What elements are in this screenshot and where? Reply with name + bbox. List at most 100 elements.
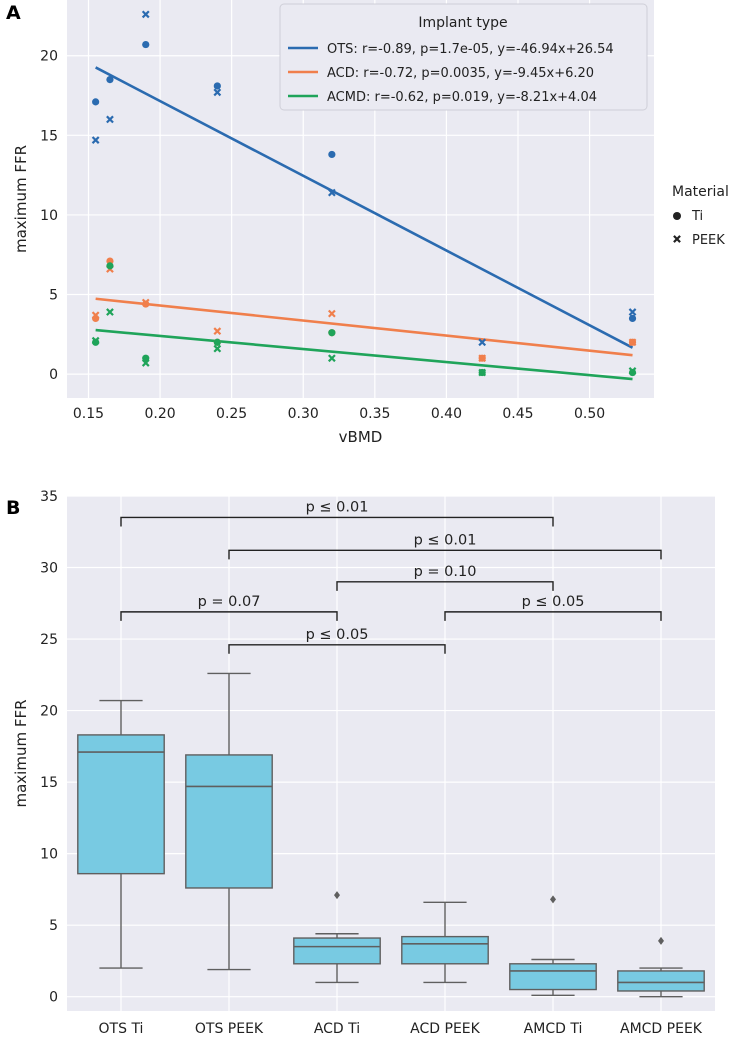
significance-label: p ≤ 0.05 [522,594,585,610]
panel-a-x-tick-label: 0.25 [216,406,247,422]
panel-a-y-tick-label: 15 [40,128,58,144]
point-acmd-peek [106,308,114,316]
point-ots-ti [213,82,221,90]
significance-bracket [228,549,662,560]
box-1 [185,754,273,889]
point-acd-peek [213,327,222,336]
point-acmd-ti [106,262,114,270]
point-ots-ti [328,150,336,159]
panel-b-boxes [77,672,705,998]
legend-entry-acd: ACD: r=-0.72, p=0.0035, y=-9.45x+6.20 [327,66,594,81]
panel-a-y-axis-label: maximum FFR [12,145,30,253]
box-outlier [658,936,664,945]
box-3 [401,935,489,965]
panel-b-y-tick-label: 15 [40,775,58,791]
panel-a-x-tick-label: 0.45 [502,406,533,422]
panel-a-data-points [91,10,637,377]
point-acmd-peek [478,368,487,377]
box-4 [509,963,597,991]
point-ots-ti [106,76,114,84]
point-acmd-ti [628,368,637,377]
panel-a-y-tick-label: 20 [40,49,58,65]
point-acmd-peek [327,354,336,363]
point-acmd-ti [213,338,221,346]
panel-a-x-tick-label: 0.40 [431,406,462,422]
box-5 [617,970,705,992]
point-acmd-peek [213,344,222,353]
significance-bracket [444,611,662,621]
box-0 [77,734,165,875]
point-ots-peek [478,338,487,347]
point-acmd-peek [141,359,150,367]
point-ots-peek [327,188,336,197]
panel-a-x-tick-label: 0.15 [73,406,104,422]
panel-a-y-tick-label: 5 [49,288,58,304]
panel-b-y-tick-label: 0 [49,990,58,1006]
point-acmd-ti [328,329,336,337]
point-ots-ti [142,40,150,49]
significance-bracket [120,611,338,621]
panel-a-x-axis-label: vBMD [339,428,383,446]
point-acmd-peek [628,367,637,375]
point-acd-ti [142,300,150,308]
point-ots-peek [213,88,222,97]
panel-b-y-tick-label: 30 [40,561,58,577]
panel-a-y-tick-label: 0 [49,367,58,383]
implant-type-legend-frame [279,3,648,111]
panel-b-x-tick-label: AMCD PEEK [620,1021,703,1037]
panel-b-y-tick-label: 10 [40,847,58,863]
point-ots-peek [91,136,100,144]
panel-b-y-tick-label: 5 [49,918,58,934]
panel-a-label: A [6,2,21,24]
box-outlier [550,895,556,904]
fit-line-acmd [95,328,633,381]
point-acd-peek [327,309,336,318]
significance-label: p ≤ 0.01 [306,499,369,515]
point-ots-ti [92,98,100,106]
panel-a-fit-lines [95,66,634,381]
significance-label: p = 0.10 [414,564,477,580]
fit-line-ots [95,66,634,349]
fit-line-acd [95,297,633,357]
panel-a-x-tick-label: 0.50 [574,406,605,422]
panel-b-y-tick-label: 25 [40,632,58,648]
point-ots-peek [106,115,114,124]
implant-type-legend: Implant type OTS: r=-0.89, p=1.7e-05, y=… [279,3,648,111]
significance-label: p = 0.07 [198,594,261,610]
panel-b-y-axis-label: maximum FFR [12,699,30,807]
panel-a-x-tick-label: 0.20 [144,406,175,422]
point-acmd-ti [92,338,100,346]
material-legend-marker-peek [673,235,681,243]
significance-label: p ≤ 0.01 [414,532,477,548]
panel-a-x-tick-label: 0.30 [288,406,319,422]
significance-bracket [228,644,446,654]
point-ots-peek [141,10,150,19]
implant-type-legend-title: Implant type [418,15,507,31]
legend-entry-acmd: ACMD: r=-0.62, p=0.019, y=-8.21x+4.04 [327,90,597,105]
legend-entry-ots: OTS: r=-0.89, p=1.7e-05, y=-46.94x+26.54 [327,42,614,57]
panel-b-y-tick-label: 20 [40,704,58,720]
panel-b-label: B [6,497,20,519]
panel-b-x-tick-label: AMCD Ti [524,1021,583,1037]
panel-a-x-tick-label: 0.35 [359,406,390,422]
material-legend-label-peek: PEEK [692,233,725,248]
panel-b-y-tick-label: 35 [40,489,58,505]
box-outlier [334,891,340,900]
panel-b-significance-brackets: p ≤ 0.01 p ≤ 0.01 p = 0.10 p = 0.07 p ≤ 0.05… [120,499,662,654]
significance-bracket [336,581,554,591]
material-legend-marker-ti [673,212,681,220]
panel-a-y-tick-label: 10 [40,208,58,224]
point-acmd-peek [91,336,100,345]
panel-b-tick-labels: 0 5 10 15 20 25 30 35 OTS Ti OTS PEEK ACD Ti ACD PE… [40,489,703,1037]
panel-b-x-tick-label: ACD PEEK [410,1021,480,1037]
point-acd-peek [141,298,150,307]
material-legend-title: Material [672,184,729,200]
significance-label: p ≤ 0.05 [306,627,369,643]
panel-a-tick-labels: 0.15 0.20 0.25 0.30 0.35 0.40 0.45 0.50 0 5 10 15 20 [40,49,605,422]
box-2 [293,937,381,965]
panel-b-x-tick-label: ACD Ti [314,1021,360,1037]
significance-bracket [120,516,554,527]
panel-b-x-tick-label: OTS PEEK [195,1021,264,1037]
point-ots-ti [628,314,637,322]
